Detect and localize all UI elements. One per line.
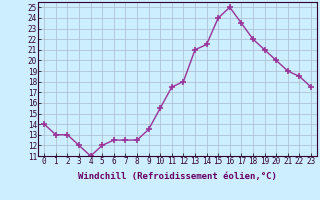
X-axis label: Windchill (Refroidissement éolien,°C): Windchill (Refroidissement éolien,°C) (78, 172, 277, 181)
